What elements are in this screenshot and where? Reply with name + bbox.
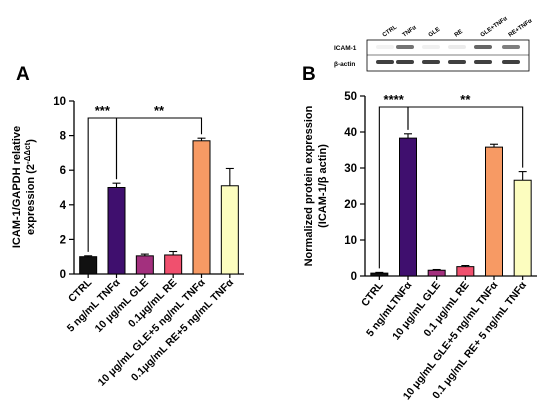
y-axis-title: ICAM-1/GAPDH relative expression (2-ΔΔct) [11,126,37,248]
y-axis-title: Normalized protein expression (ICAM-1/β a… [303,105,329,266]
blot-band-icam [448,45,466,49]
bar [107,187,126,275]
y-tick-label: 40 [344,127,357,139]
blot-row-label: β-actin [334,61,355,68]
blot-lane-label: RE+TNFα [508,18,534,39]
bar [135,255,154,275]
y-tick-label: 4 [60,200,67,212]
y-tick-label: 6 [60,165,66,177]
blot-band-icam [422,45,440,49]
blot-band-actin [422,60,440,64]
blot-lane-label: GLE+TNFα [480,16,509,39]
blot-row-label: ICAM-1 [334,45,357,52]
bar [456,266,475,277]
significance-label: ** [460,92,471,107]
significance-label: **** [384,92,405,107]
blot-lane-label: TNFα [402,25,418,39]
bar [513,179,532,277]
blot-band-actin [376,60,394,64]
y-tick-label: 20 [344,199,357,211]
blot-band-icam [396,45,414,49]
y-tick-label: 10 [344,235,357,247]
y-tick-label: 30 [344,163,357,175]
blot-lane-label: RE [454,29,464,39]
y-tick-label: 2 [60,234,66,246]
y-tick-label: 8 [60,131,67,143]
y-tick-label: 10 [53,96,66,108]
blot-band-icam [474,45,492,49]
y-tick-label: 0 [60,269,66,281]
bar [370,272,389,277]
bar [164,254,183,275]
blot-lane-label: CTRL [382,24,399,38]
bar [79,256,98,275]
bar [399,137,417,277]
blot-lane-label: GLE [428,27,442,39]
significance-label: *** [95,103,111,118]
bar [192,140,211,275]
y-axis-title-superscript: -ΔΔct [23,142,32,164]
bar [485,146,503,277]
blot-band-icam [502,45,520,49]
y-axis-title-close: ) [25,139,37,143]
y-axis-title-line1: Normalized protein expression [303,105,315,266]
blot-band-actin [502,60,520,64]
y-tick-label: 0 [351,271,357,283]
panel-a-letter: A [16,64,30,85]
significance-bracket [115,117,203,180]
bar [427,269,446,277]
blot-frame [366,39,530,72]
blot-band-actin [448,60,466,64]
blot-band-icam [376,45,394,49]
panel-b-letter: B [302,64,316,85]
y-axis-title-line1: ICAM-1/GAPDH relative [11,126,23,248]
y-tick-label: 50 [344,91,357,103]
significance-bracket [407,106,524,168]
blot-band-actin [396,60,414,64]
y-axis-title-line2: (ICAM-1/β actin) [317,144,329,228]
y-axis-title-line2: expression (2 [25,164,37,235]
bar [220,185,239,275]
category-label: CTRL [359,279,386,309]
significance-label: ** [154,103,165,118]
blot-band-actin [474,60,492,64]
